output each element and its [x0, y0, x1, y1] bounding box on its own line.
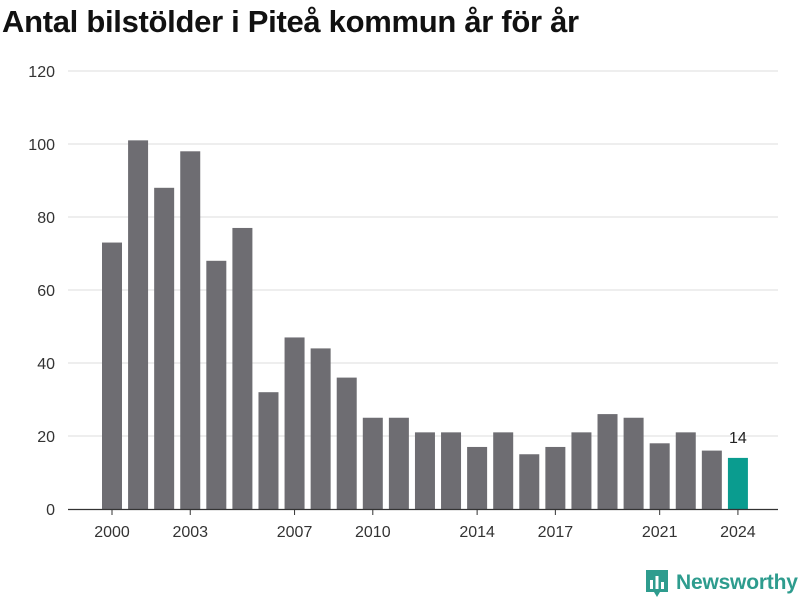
bar-2020	[623, 417, 644, 509]
x-tick-label: 2010	[355, 524, 391, 541]
bar-2013	[441, 432, 462, 509]
bar-2018	[571, 432, 592, 509]
bar-2008	[310, 348, 331, 509]
y-tick-label: 0	[46, 502, 55, 519]
bar-2002	[154, 187, 175, 510]
brand-logo: Newsworthy	[644, 568, 798, 598]
bar-2017	[545, 446, 566, 509]
y-tick-label: 100	[28, 137, 55, 154]
data-label-2024: 14	[729, 430, 747, 447]
brand-name: Newsworthy	[676, 571, 798, 594]
x-tick-label: 2003	[172, 524, 208, 541]
bar-2003	[180, 151, 201, 510]
bar-2024	[727, 457, 748, 509]
x-tick-label: 2014	[459, 524, 495, 541]
y-tick-label: 60	[37, 283, 55, 300]
bar-2014	[467, 446, 488, 509]
x-axis: 2000 2003 2007 2010 2014 2017 2021 2024	[68, 508, 778, 541]
y-tick-label: 20	[37, 429, 55, 446]
y-tick-label: 120	[28, 64, 55, 81]
bar-2012	[414, 432, 435, 509]
y-tick-label: 40	[37, 356, 55, 373]
bar-2005	[232, 227, 253, 509]
bar-chart-icon	[646, 570, 668, 597]
bar-2022	[675, 432, 696, 509]
grid-lines	[68, 70, 778, 437]
bar-2021	[649, 443, 670, 509]
bar-2023	[701, 450, 722, 509]
x-tick-label: 2021	[642, 524, 678, 541]
bar-2006	[258, 392, 279, 509]
bar-2001	[128, 140, 149, 509]
bar-2016	[519, 454, 540, 509]
data-labels: 14	[729, 430, 747, 447]
x-tick-label: 2017	[538, 524, 574, 541]
bar-2009	[336, 377, 357, 509]
bar-2004	[206, 260, 227, 509]
y-axis-ticks: 0 20 40 60 80 100 120	[28, 64, 55, 519]
bars	[102, 140, 748, 510]
y-tick-label: 80	[37, 210, 55, 227]
bar-2015	[493, 432, 514, 509]
x-tick-label: 2000	[94, 524, 130, 541]
bar-2011	[388, 417, 409, 509]
x-tick-label: 2024	[720, 524, 756, 541]
bar-2019	[597, 414, 618, 509]
x-tick-label: 2007	[277, 524, 313, 541]
bar-2007	[284, 337, 305, 509]
bar-2010	[362, 417, 383, 509]
chart-title: Antal bilstölder i Piteå kommun år för å…	[2, 4, 579, 39]
bar-2000	[102, 242, 122, 510]
